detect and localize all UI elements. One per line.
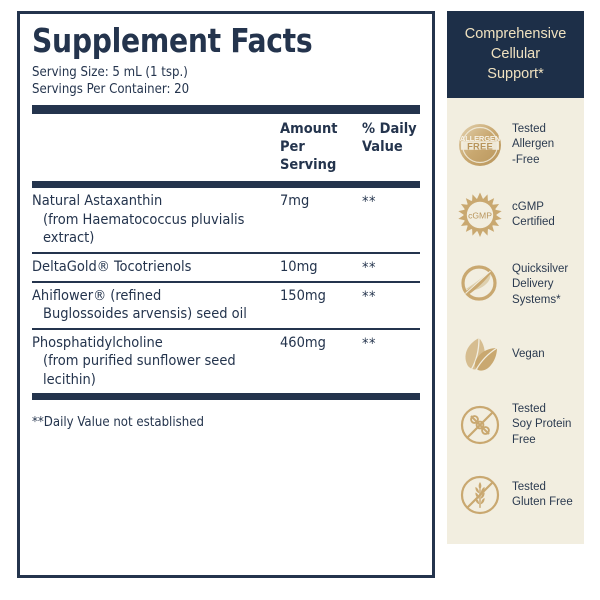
badge-tested-gluten-free: Tested Gluten Free [447, 460, 584, 530]
badge-label-line3: Free [512, 433, 536, 446]
badge-label: cGMP Certified [512, 200, 555, 231]
ingredient-daily-value: ** [362, 288, 377, 305]
allergen-free-seal-icon: ALLERGEN FREE [454, 119, 506, 171]
cellular-support-sidebar: Comprehensive Cellular Support* [447, 11, 584, 544]
ingredient-name: Ahiflower® (refined Buglossoides arvensi… [32, 287, 280, 324]
divider-thin [32, 280, 420, 283]
badge-tested-soy-protein-free: Tested Soy Protein Free [447, 390, 584, 460]
badge-label-line2: Soy Protein [512, 418, 572, 431]
sidebar-title: Comprehensive Cellular Support* [455, 24, 576, 84]
svg-text:cGMP: cGMP [468, 210, 492, 220]
divider-thin [32, 327, 420, 330]
badge-label-line1: Vegan [512, 348, 545, 361]
badge-label: Tested Soy Protein Free [512, 402, 571, 448]
table-row: DeltaGold® Tocotrienols 10mg ** [32, 254, 420, 281]
badge-label: Tested Gluten Free [512, 480, 573, 511]
ingredient-name-main: Phosphatidylcholine [32, 334, 163, 351]
badge-vegan: Vegan [447, 320, 584, 390]
badge-label: Vegan [512, 347, 545, 362]
svg-text:ALLERGEN: ALLERGEN [460, 134, 500, 143]
badge-label-line3: Systems* [512, 293, 561, 306]
ingredient-amount: 7mg [280, 193, 310, 210]
no-soy-icon [454, 399, 506, 451]
supplement-facts-panel: Supplement Facts Serving Size: 5 mL (1 t… [17, 11, 435, 578]
column-header-amount-line1: Amount [280, 121, 338, 138]
badge-label-line3: -Free [512, 153, 540, 166]
sidebar-title-line3: Support* [487, 66, 544, 82]
badge-label-line1: Tested [512, 403, 546, 416]
table-row: Ahiflower® (refined Buglossoides arvensi… [32, 283, 420, 328]
badge-tested-allergen-free: ALLERGEN FREE Tested Allergen -Free [447, 110, 584, 180]
vegan-leaves-icon [454, 329, 506, 381]
daily-value-footnote: **Daily Value not established [32, 414, 204, 431]
ingredient-daily-value: ** [362, 335, 377, 352]
badge-quicksilver-delivery-systems: Quicksilver Delivery Systems* [447, 250, 584, 320]
badge-label-line1: Quicksilver [512, 263, 569, 276]
badge-label-line1: cGMP [512, 200, 544, 213]
badge-label: Quicksilver Delivery Systems* [512, 262, 568, 308]
badge-label-line2: Gluten Free [512, 496, 573, 508]
table-row: Phosphatidylcholine (from purified sunfl… [32, 330, 420, 394]
certification-badge-list: ALLERGEN FREE Tested Allergen -Free [447, 98, 584, 544]
sidebar-title-line1: Comprehensive [464, 26, 567, 42]
svg-text:FREE: FREE [467, 141, 493, 152]
ingredient-amount: 150mg [280, 287, 326, 304]
table-header-row: Amount Per Serving % Daily Value [32, 114, 420, 181]
column-header-dv-line1: % Daily [362, 121, 417, 138]
column-header-amount: Amount Per Serving [280, 121, 362, 174]
sidebar-title-line2: Cellular [490, 46, 541, 62]
no-gluten-wheat-icon [454, 469, 506, 521]
divider-thin [32, 251, 420, 254]
divider-medium-bottom [32, 393, 420, 401]
ingredient-amount: 10mg [280, 258, 318, 275]
badge-label-line2: Allergen [512, 138, 555, 151]
badge-label-line1: Tested [512, 480, 546, 493]
column-header-amount-line2: Per Serving [280, 138, 337, 173]
cgmp-sunburst-icon: cGMP [454, 189, 506, 241]
badge-cgmp-certified: cGMP cGMP Certified [447, 180, 584, 250]
divider-medium-header [32, 181, 420, 189]
ingredient-name: Phosphatidylcholine (from purified sunfl… [32, 334, 280, 390]
ingredient-name-sub: (from Haematococcus pluvialis extract) [43, 211, 245, 247]
ingredient-name-sub: (from purified sunflower seed lecithin) [43, 353, 236, 388]
badge-label-line2: Delivery [512, 278, 554, 291]
supplement-facts-content: Supplement Facts Serving Size: 5 mL (1 t… [20, 14, 432, 430]
divider-thick-top [32, 105, 420, 115]
ingredient-amount: 460mg [280, 334, 326, 351]
ingredient-daily-value: ** [362, 194, 377, 211]
table-row: Natural Astaxanthin (from Haematococcus … [32, 188, 420, 252]
badge-label-line1: Tested [512, 123, 546, 136]
serving-size-line: Serving Size: 5 mL (1 tsp.) [32, 63, 188, 80]
ingredient-name-main: DeltaGold® Tocotrienols [32, 258, 192, 275]
ingredient-name: DeltaGold® Tocotrienols [32, 258, 280, 277]
ingredient-name-main: Ahiflower® (refined [32, 287, 162, 304]
ingredient-name: Natural Astaxanthin (from Haematococcus … [32, 192, 280, 248]
badge-label: Tested Allergen -Free [512, 122, 554, 168]
column-header-daily-value: % Daily Value [362, 121, 420, 156]
quicksilver-leaf-circle-icon [454, 259, 506, 311]
badge-label-line2: Certified [512, 216, 555, 228]
page-title: Supplement Facts [32, 21, 313, 60]
ingredient-name-main: Natural Astaxanthin [32, 193, 163, 210]
ingredient-name-sub: Buglossoides arvensis) seed oil [43, 306, 247, 323]
ingredient-daily-value: ** [362, 259, 377, 276]
sidebar-header: Comprehensive Cellular Support* [447, 11, 584, 98]
servings-per-container-line: Servings Per Container: 20 [32, 81, 190, 98]
column-header-dv-line2: Value [362, 138, 403, 155]
